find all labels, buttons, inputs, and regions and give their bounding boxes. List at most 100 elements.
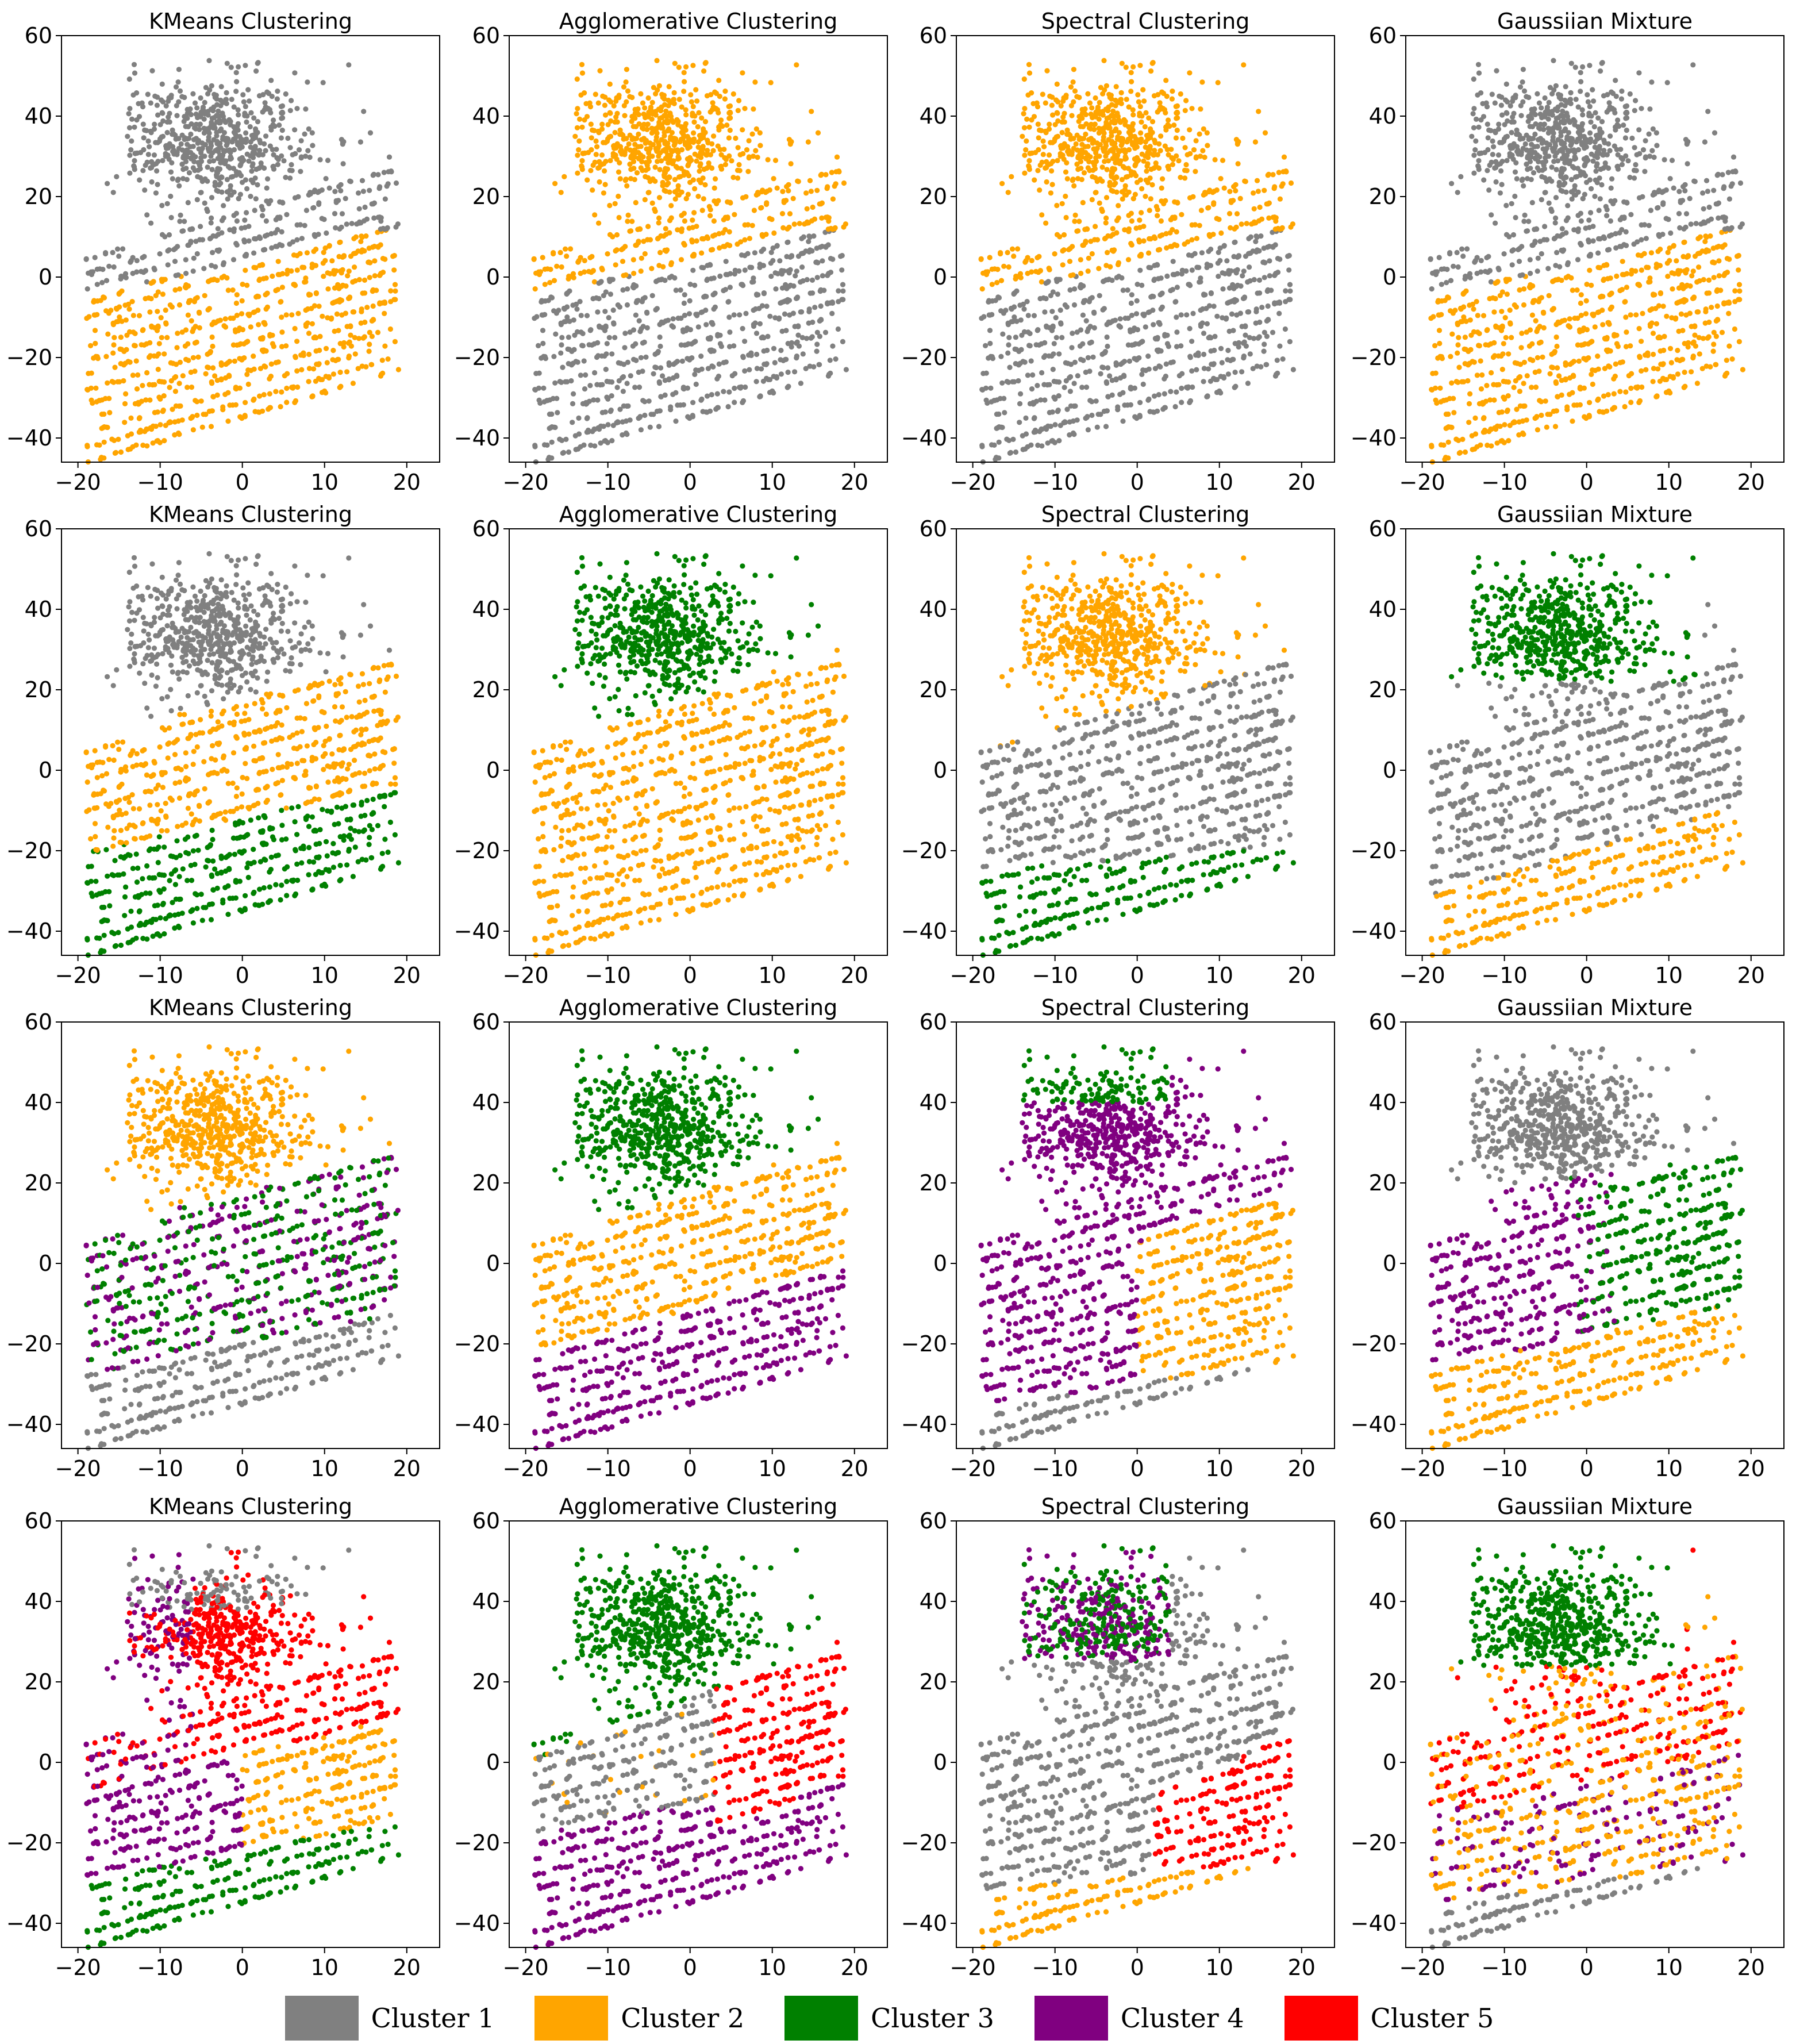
scatter-point bbox=[106, 396, 111, 401]
scatter-point bbox=[576, 139, 582, 144]
scatter-point bbox=[186, 200, 191, 205]
scatter-point bbox=[200, 425, 205, 430]
scatter-point bbox=[202, 100, 207, 105]
scatter-point bbox=[141, 122, 146, 127]
scatter-point bbox=[624, 99, 629, 105]
scatter-points bbox=[84, 58, 402, 464]
scatter-point bbox=[299, 138, 304, 143]
scatter-point bbox=[137, 178, 142, 183]
scatter-point bbox=[594, 144, 599, 149]
scatter-point bbox=[580, 151, 586, 156]
scatter-point bbox=[133, 343, 138, 348]
scatter-point bbox=[675, 147, 680, 152]
scatter-point bbox=[261, 320, 267, 325]
scatter-point bbox=[271, 117, 276, 122]
scatter-point bbox=[711, 133, 716, 139]
scatter-point bbox=[590, 187, 595, 193]
scatter-point bbox=[662, 102, 667, 107]
scatter-point bbox=[201, 412, 206, 417]
scatter-point bbox=[228, 154, 233, 159]
scatter-point bbox=[320, 187, 325, 193]
scatter-point bbox=[317, 334, 322, 339]
scatter-point bbox=[172, 287, 178, 293]
scatter-point bbox=[248, 124, 253, 129]
scatter-point bbox=[243, 268, 248, 273]
scatter-point bbox=[224, 97, 229, 102]
scatter-point bbox=[752, 79, 757, 84]
y-tick-label: 0 bbox=[39, 264, 52, 290]
scatter-point bbox=[718, 164, 724, 169]
scatter-point bbox=[103, 354, 109, 359]
y-tick-label: 60 bbox=[25, 23, 52, 48]
scatter-point bbox=[716, 78, 721, 83]
scatter-point bbox=[265, 176, 270, 182]
scatter-point bbox=[140, 443, 145, 448]
scatter-point bbox=[128, 147, 133, 152]
scatter-point bbox=[192, 368, 197, 374]
scatter-point bbox=[675, 166, 680, 171]
scatter-point bbox=[611, 151, 616, 156]
scatter-point bbox=[615, 141, 620, 147]
scatter-point bbox=[806, 321, 812, 326]
scatter-point bbox=[273, 389, 278, 394]
scatter-point bbox=[361, 109, 366, 114]
scatter-point bbox=[316, 232, 321, 237]
scatter-point bbox=[160, 110, 165, 116]
scatter-point bbox=[292, 326, 297, 331]
scatter-point bbox=[660, 148, 666, 153]
scatter-point bbox=[251, 251, 256, 256]
scatter-point bbox=[230, 287, 236, 293]
scatter-point bbox=[321, 260, 326, 266]
scatter-point bbox=[336, 285, 341, 290]
scatter-point bbox=[382, 311, 387, 316]
scatter-point bbox=[320, 314, 325, 319]
scatter-point bbox=[258, 366, 263, 371]
scatter-point bbox=[371, 216, 376, 221]
scatter-point bbox=[141, 135, 147, 140]
scatter-point bbox=[207, 351, 212, 356]
scatter-point bbox=[187, 170, 192, 175]
scatter-point bbox=[280, 285, 285, 290]
scatter-point bbox=[227, 147, 232, 152]
scatter-point bbox=[234, 313, 240, 318]
scatter-point bbox=[602, 103, 607, 108]
scatter-point bbox=[323, 390, 328, 395]
scatter-point bbox=[642, 105, 647, 110]
scatter-point bbox=[253, 126, 258, 132]
scatter-point bbox=[203, 85, 209, 90]
scatter-point bbox=[620, 133, 625, 138]
scatter-point bbox=[294, 339, 299, 344]
scatter-point bbox=[233, 386, 239, 391]
scatter-point bbox=[382, 301, 387, 306]
scatter-point bbox=[194, 136, 199, 141]
scatter-point bbox=[593, 92, 598, 97]
scatter-point bbox=[161, 408, 166, 413]
scatter-point bbox=[733, 136, 738, 141]
scatter-point bbox=[669, 148, 674, 153]
scatter-point bbox=[613, 130, 618, 135]
scatter-point bbox=[169, 93, 174, 98]
scatter-point bbox=[122, 302, 128, 308]
scatter-point bbox=[211, 320, 217, 325]
scatter-point bbox=[651, 85, 656, 90]
scatter-point bbox=[160, 82, 165, 87]
scatter-point bbox=[742, 106, 747, 111]
scatter-point bbox=[253, 294, 259, 299]
scatter-point bbox=[697, 168, 702, 174]
scatter-point bbox=[736, 145, 741, 150]
scatter-point bbox=[657, 195, 662, 200]
scatter-point bbox=[97, 398, 102, 403]
scatter-point bbox=[220, 404, 225, 409]
scatter-point bbox=[333, 358, 338, 363]
scatter-point bbox=[229, 65, 234, 70]
scatter-point bbox=[683, 64, 689, 70]
scatter-point bbox=[221, 260, 226, 266]
scatter-point bbox=[299, 367, 304, 372]
scatter-point bbox=[695, 194, 701, 199]
scatter-point bbox=[161, 393, 167, 398]
scatter-point bbox=[236, 121, 241, 126]
scatter-point bbox=[142, 187, 147, 193]
scatter-point bbox=[168, 194, 173, 199]
scatter-point bbox=[224, 90, 229, 95]
scatter-point bbox=[621, 84, 626, 90]
